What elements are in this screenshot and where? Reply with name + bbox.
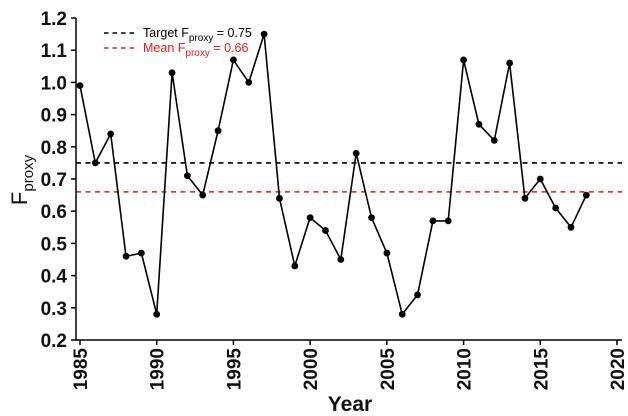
data-point [260, 30, 268, 38]
data-point [490, 136, 498, 144]
data-point [245, 79, 253, 86]
data-point [276, 194, 283, 202]
data-point [337, 256, 345, 263]
data-point [122, 252, 130, 260]
data-point [76, 82, 84, 90]
y-tick-label: 0.7 [41, 170, 67, 191]
y-tick-label: 1.1 [41, 41, 68, 62]
data-point [199, 191, 207, 199]
data-point [552, 204, 560, 212]
data-point [521, 194, 529, 202]
y-ticks: 0.2 0.3 0.4 0.5 0.6 0.7 0.8 0.9 1.0 1.1 1.2 [41, 9, 76, 352]
data-point [214, 127, 222, 135]
data-point [383, 249, 391, 257]
x-tick-label: 2000 [301, 348, 322, 390]
y-tick-label: 0.3 [41, 299, 67, 320]
data-point [567, 223, 575, 231]
legend-mean-label: Mean Fproxy = 0.66 [143, 41, 248, 59]
y-tick-label: 0.2 [41, 331, 67, 352]
data-point [153, 310, 161, 318]
data-series [76, 30, 590, 318]
legend-target-label: Target Fproxy = 0.75 [143, 26, 252, 44]
data-point [536, 175, 544, 183]
data-point [368, 214, 375, 222]
series-line [79, 33, 588, 316]
data-point [322, 227, 329, 234]
y-tick-label: 0.6 [41, 202, 67, 223]
x-tick-label: 2015 [531, 348, 552, 391]
y-tick-label: 0.4 [41, 267, 68, 288]
data-point [444, 217, 452, 225]
axes: 0.20.30.40.50.60.70.80.91.01.11.2 1985 19… [41, 9, 628, 390]
data-point [291, 262, 299, 270]
y-tick-label: 0.8 [41, 138, 67, 159]
y-tick-label: 0.9 [41, 106, 67, 127]
data-point [107, 130, 115, 138]
x-axis-title: Year [328, 393, 372, 416]
x-tick-label: 2005 [378, 348, 399, 391]
data-point [398, 310, 406, 318]
data-point [306, 214, 314, 222]
legend: Target Fproxy = 0.75 Mean Fproxy = 0.66 [104, 26, 252, 59]
x-tick-label: 1995 [224, 348, 245, 391]
data-point [475, 120, 483, 128]
data-point [91, 159, 99, 167]
data-point [414, 291, 421, 299]
data-point [168, 69, 176, 77]
y-tick-label: 1.0 [41, 73, 67, 94]
y-tick-label: 0.5 [41, 234, 68, 255]
plot-area [76, 30, 622, 318]
data-point [460, 56, 467, 64]
x-tick-label: 1985 [71, 348, 92, 391]
data-point [230, 56, 237, 64]
x-ticks: 1985 1990 1995 2000 2005 2010 2015 2020 [71, 340, 628, 390]
x-tick-label: 1990 [148, 348, 169, 390]
data-point [429, 217, 437, 225]
data-point [352, 149, 360, 157]
y-axis-title: Fproxy [7, 154, 37, 205]
data-point [184, 172, 191, 180]
x-tick-label: 2010 [455, 348, 476, 390]
data-point [137, 249, 145, 257]
y-tick-label: 1.2 [41, 9, 67, 30]
data-point [506, 59, 513, 67]
x-tick-label: 2020 [608, 348, 628, 390]
data-point [582, 191, 590, 199]
